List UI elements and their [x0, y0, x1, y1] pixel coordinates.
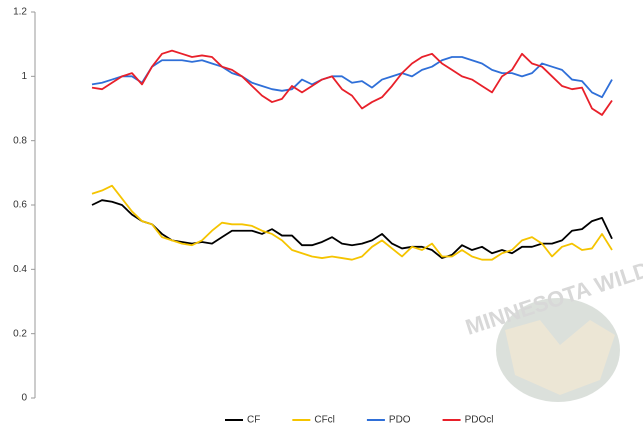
legend-label: CF [247, 415, 260, 426]
y-tick-label: 1.2 [13, 7, 27, 18]
y-tick-label: 1 [21, 71, 27, 82]
y-tick-label: 0 [21, 393, 27, 404]
line-series [91, 49, 613, 116]
line-series [91, 199, 613, 259]
y-tick-label: 0.6 [13, 200, 27, 211]
legend-label: PDO [389, 415, 411, 426]
legend-label: CFcl [314, 415, 335, 426]
y-tick-label: 0.8 [13, 135, 27, 146]
line-series [91, 184, 613, 261]
y-tick-label: 0.2 [13, 328, 27, 339]
y-tick-label: 0.4 [13, 264, 27, 275]
legend-label: PDOcl [465, 415, 494, 426]
watermark-logo [496, 298, 620, 402]
logo-face [505, 320, 615, 395]
line-series [91, 56, 613, 99]
logo-shape [496, 298, 620, 402]
